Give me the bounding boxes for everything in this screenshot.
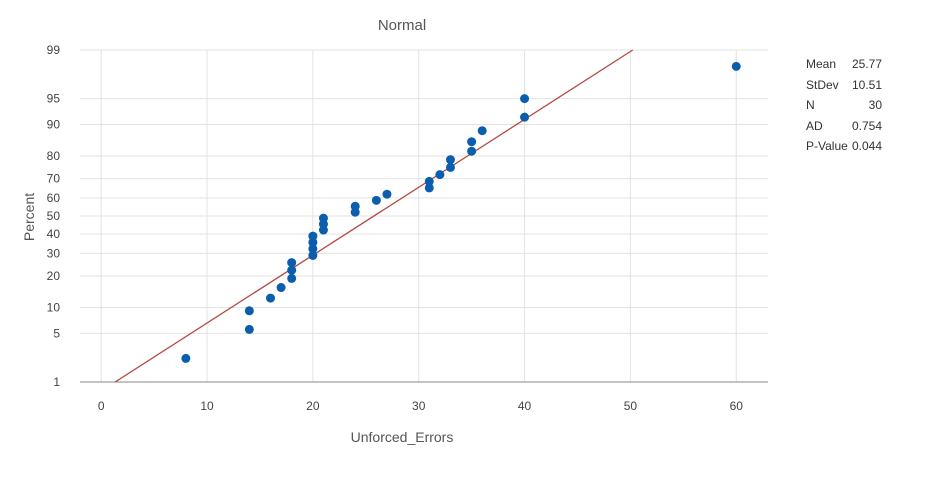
y-tick-label: 10 — [47, 300, 61, 314]
data-point — [445, 155, 455, 165]
data-point — [467, 137, 477, 147]
y-tick-label: 90 — [47, 118, 61, 132]
stat-value: 10.51 — [851, 77, 882, 92]
data-point — [318, 213, 328, 223]
stat-label: P-Value — [806, 139, 848, 153]
stat-row-pvalue: P-Value 0.044 — [806, 138, 882, 159]
stat-label: N — [806, 98, 815, 112]
stat-value: 0.754 — [851, 118, 882, 133]
stat-row-stdev: StDev 10.51 — [806, 77, 882, 98]
data-point — [287, 273, 297, 283]
y-tick-label: 30 — [47, 246, 61, 260]
data-point — [424, 176, 434, 186]
stat-row-ad: AD 0.754 — [806, 118, 882, 139]
x-tick-label: 40 — [518, 399, 532, 413]
y-tick-label: 40 — [47, 227, 61, 241]
y-tick-label: 20 — [47, 269, 61, 283]
data-point — [276, 283, 286, 293]
y-tick-label: 1 — [53, 375, 60, 389]
data-point — [371, 195, 381, 205]
y-tick-label: 60 — [47, 191, 61, 205]
data-point — [445, 162, 455, 172]
stats-panel: Mean 25.77 StDev 10.51 N 30 AD 0.754 P-V… — [806, 56, 882, 159]
data-points — [181, 61, 741, 363]
stat-value: 0.044 — [851, 139, 882, 153]
data-point — [308, 237, 318, 247]
data-point — [287, 265, 297, 275]
data-point — [382, 189, 392, 199]
data-point — [520, 112, 530, 122]
x-axis-label: Unforced_Errors — [351, 429, 454, 445]
data-point — [287, 258, 297, 268]
stat-row-mean: Mean 25.77 — [806, 56, 882, 77]
data-point — [244, 324, 254, 334]
stat-label: Mean — [806, 57, 837, 71]
data-point — [181, 353, 191, 363]
stat-label: StDev — [806, 77, 839, 92]
x-tick-label: 0 — [98, 399, 105, 413]
y-tick-label: 50 — [47, 209, 61, 223]
stat-value: 30 — [868, 98, 882, 112]
x-tick-labels: 0 10 20 30 40 50 60 — [98, 399, 743, 413]
y-tick-label: 80 — [47, 149, 61, 163]
data-point — [520, 94, 530, 104]
y-tick-label: 95 — [47, 92, 61, 106]
data-point — [244, 306, 254, 316]
y-tick-label: 70 — [47, 172, 61, 186]
fit-line — [114, 49, 634, 383]
x-tick-label: 50 — [624, 399, 638, 413]
y-tick-label: 99 — [47, 43, 61, 57]
data-point — [731, 61, 741, 71]
data-point — [467, 146, 477, 156]
data-point — [424, 183, 434, 193]
data-point — [308, 231, 318, 241]
data-point — [350, 201, 360, 211]
y-axis-label: Percent — [21, 193, 37, 241]
y-tick-labels: 1 5 10 20 30 40 50 60 70 80 90 95 99 — [47, 43, 61, 389]
gridlines — [80, 49, 768, 382]
y-tick-label: 5 — [53, 326, 60, 340]
data-point — [308, 250, 318, 260]
chart-title: Normal — [378, 17, 426, 34]
x-tick-label: 20 — [306, 399, 320, 413]
x-tick-label: 10 — [200, 399, 214, 413]
x-tick-label: 60 — [730, 399, 744, 413]
x-tick-label: 30 — [412, 399, 426, 413]
data-point — [477, 126, 487, 136]
stat-row-n: N 30 — [806, 97, 882, 118]
stat-label: AD — [806, 118, 823, 133]
data-point — [266, 293, 276, 303]
stat-value: 25.77 — [851, 57, 882, 71]
data-point — [308, 244, 318, 254]
data-point — [435, 170, 445, 180]
